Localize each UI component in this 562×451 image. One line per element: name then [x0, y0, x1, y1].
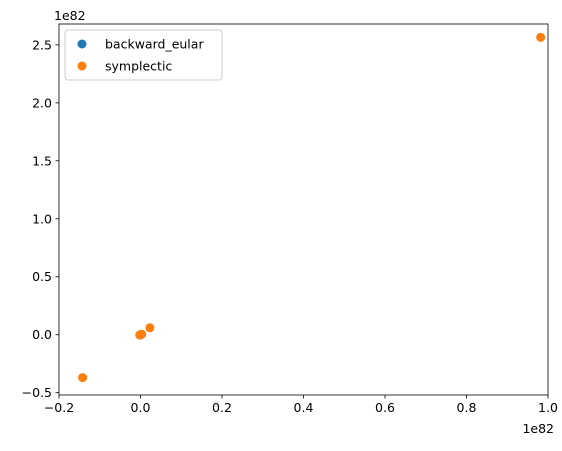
y-tick-label: 1.0	[32, 211, 52, 226]
legend: backward_eular symplectic	[64, 29, 223, 81]
y-tick-label: −0.5	[22, 385, 52, 400]
x-tick-label: 0.8	[457, 400, 477, 415]
y-tick-label: 1.5	[32, 153, 52, 168]
y-tick-label: 2.0	[32, 95, 52, 110]
legend-marker	[77, 61, 87, 71]
legend-entry-label: symplectic	[105, 59, 172, 74]
x-axis-offset-label: 1e82	[522, 421, 554, 436]
legend-marker	[77, 39, 87, 49]
legend-box	[64, 29, 223, 81]
y-tick-label: 2.5	[32, 37, 52, 52]
scatter-point-symplectic	[536, 32, 546, 42]
legend-entry-label: backward_eular	[105, 37, 204, 52]
data-points	[78, 32, 546, 383]
y-tick-label: 0.5	[32, 269, 52, 284]
y-tick-label: 0.0	[32, 327, 52, 342]
x-tick-label: 0.2	[212, 400, 232, 415]
x-tick-label: −0.2	[44, 400, 74, 415]
x-tick-label: 0.6	[375, 400, 395, 415]
scatter-point-symplectic	[145, 323, 155, 333]
x-tick-label: 1.0	[538, 400, 558, 415]
x-tick-label: 0.4	[294, 400, 314, 415]
y-axis-offset-label: 1e82	[54, 8, 86, 23]
scatter-point-symplectic	[137, 329, 147, 339]
axis-ticks: −0.2 0.0 0.2 0.4 0.6 0.8 1.0 −0.5 0.0 0.5 1.0 1.5 2.…	[22, 37, 558, 415]
x-tick-label: 0.0	[131, 400, 151, 415]
scatter-point-symplectic	[78, 373, 88, 383]
